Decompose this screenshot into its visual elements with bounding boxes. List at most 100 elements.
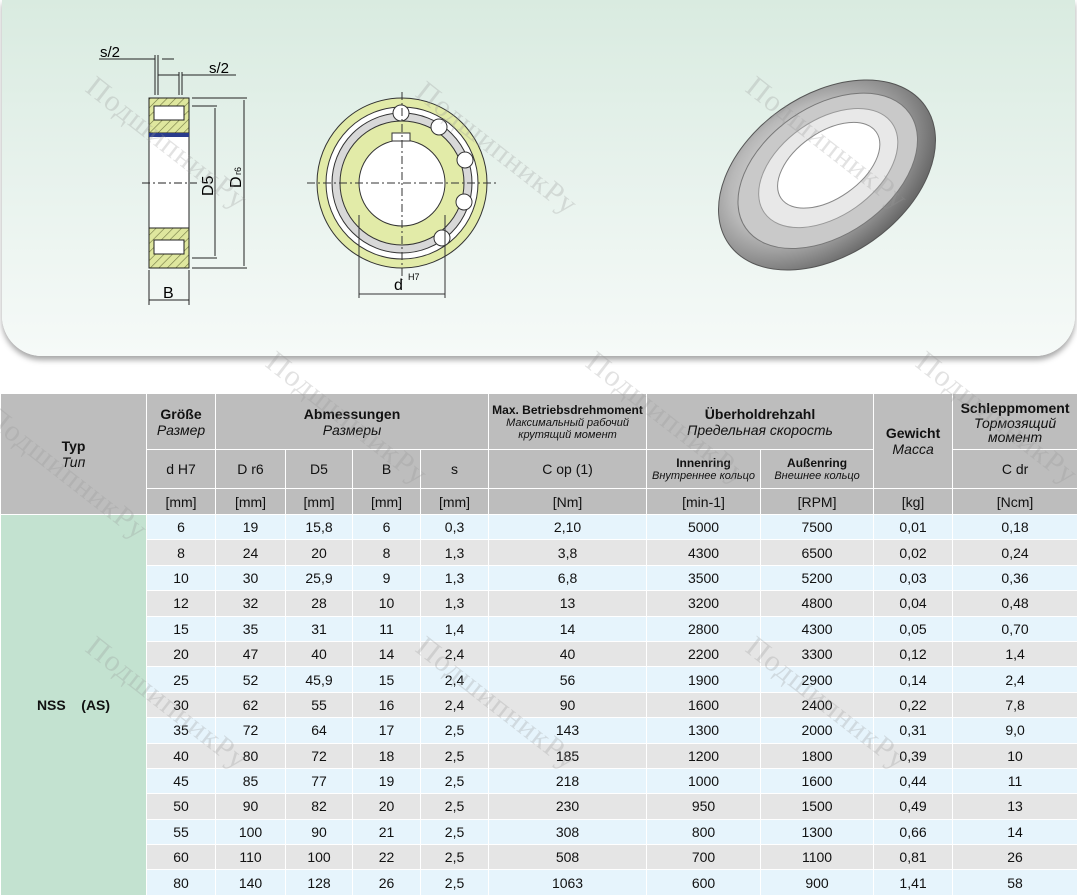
table-cell: 13 [953,794,1077,819]
table-cell: 0,12 [874,641,953,666]
table-cell: 1200 [647,743,761,768]
d5-label: D5 [200,175,217,196]
table-cell: 1,3 [421,565,489,590]
table-cell: 1,41 [874,870,953,895]
header-dr6: D r6 [216,450,286,489]
table-cell: 1,3 [421,540,489,565]
table-cell: 1800 [761,743,874,768]
table-cell: 19 [216,515,286,540]
table-cell: 2,4 [953,667,1077,692]
table-cell: 0,04 [874,591,953,616]
table-cell: 0,14 [874,667,953,692]
table-cell: 20 [286,540,353,565]
table-cell: 55 [147,819,216,844]
table-cell: 0,31 [874,718,953,743]
table-cell: 110 [216,845,286,870]
table-cell: 50 [147,794,216,819]
table-cell: 25,9 [286,565,353,590]
table-cell: 2,4 [421,667,489,692]
table-cell: 26 [353,870,421,895]
table-cell: 143 [489,718,647,743]
unit-cell: [mm] [216,489,286,515]
table-cell: 31 [286,616,353,641]
table-cell: 0,22 [874,692,953,717]
table-cell: 2400 [761,692,874,717]
table-cell: 82 [286,794,353,819]
table-cell: 3,8 [489,540,647,565]
bearing-photo [683,41,971,310]
table-cell: 0,05 [874,616,953,641]
table-cell: 14 [353,641,421,666]
unit-cell: [mm] [147,489,216,515]
table-cell: 56 [489,667,647,692]
table-cell: 800 [647,819,761,844]
table-cell: 40 [286,641,353,666]
table-cell: 55 [286,692,353,717]
table-cell: 2,4 [421,692,489,717]
table-cell: 58 [953,870,1077,895]
table-cell: 1600 [647,692,761,717]
table-cell: 20 [353,794,421,819]
table-cell: 2,5 [421,845,489,870]
header-b: B [353,450,421,489]
table-cell: 7500 [761,515,874,540]
table-cell: 14 [953,819,1077,844]
table-cell: 0,81 [874,845,953,870]
table-cell: 85 [216,768,286,793]
table-cell: 10 [353,591,421,616]
unit-cell: [min-1] [647,489,761,515]
table-cell: 80 [147,870,216,895]
table-cell: 4300 [647,540,761,565]
table-cell: 2,5 [421,819,489,844]
table-cell: 14 [489,616,647,641]
table-cell: 308 [489,819,647,844]
table-cell: 0,70 [953,616,1077,641]
table-cell: 9,0 [953,718,1077,743]
table-cell: 3200 [647,591,761,616]
table-cell: 1000 [647,768,761,793]
table-cell: 1,4 [953,641,1077,666]
bearing-drawing: s/2 s/2 D5 D r6 B d H7 [2,0,1075,356]
table-cell: 2,5 [421,718,489,743]
dh7-sup-label: H7 [408,272,420,282]
table-cell: 20 [147,641,216,666]
table-cell: 950 [647,794,761,819]
table-cell: 4800 [761,591,874,616]
type-cell: NSS (AS) [1,515,147,896]
table-cell: 11 [353,616,421,641]
table-cell: 35 [147,718,216,743]
table-cell: 0,03 [874,565,953,590]
table-cell: 2000 [761,718,874,743]
unit-cell: [RPM] [761,489,874,515]
table-cell: 4300 [761,616,874,641]
table-cell: 5000 [647,515,761,540]
table-cell: 10 [147,565,216,590]
table-cell: 0,66 [874,819,953,844]
table-cell: 1500 [761,794,874,819]
table-cell: 26 [953,845,1077,870]
table-cell: 40 [489,641,647,666]
table-cell: 900 [761,870,874,895]
table-cell: 6500 [761,540,874,565]
table-cell: 100 [216,819,286,844]
table-cell: 2,5 [421,870,489,895]
table-cell: 0,02 [874,540,953,565]
table-cell: 1900 [647,667,761,692]
s-half-label-2: s/2 [209,60,229,77]
table-cell: 9 [353,565,421,590]
table-cell: 2,5 [421,743,489,768]
table-cell: 24 [216,540,286,565]
